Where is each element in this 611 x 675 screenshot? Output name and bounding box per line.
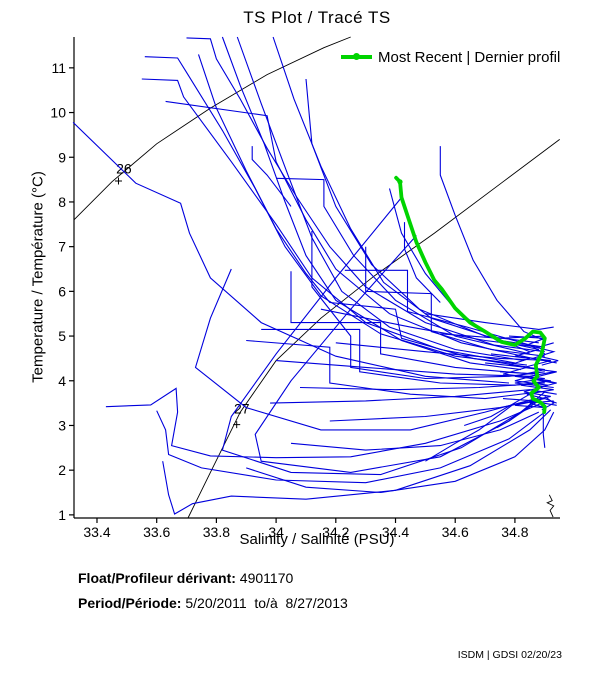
watermark-text: ISDM | GDSI 02/20/23 (457, 649, 562, 661)
float-id-value: 4901170 (235, 570, 294, 586)
isopycnal-contour-label: 27 (234, 400, 250, 416)
period-label: Period/Période: (78, 595, 182, 611)
x-tick-label: 34 (268, 524, 284, 540)
ts-profile-line (251, 146, 292, 207)
isopycnal-contour-line (73, 36, 351, 221)
ts-profile-line (197, 54, 530, 368)
ts-profile-line (496, 398, 540, 429)
plot-title: TS Plot / Tracé TS (243, 8, 391, 27)
ts-profile-line (365, 246, 545, 357)
legend-marker-dot (353, 53, 360, 60)
x-tick-label: 33.4 (83, 524, 110, 540)
legend-line-sample (341, 53, 372, 60)
ts-profile-line (272, 36, 545, 348)
legend-label: Most Recent | Dernier profil (378, 48, 561, 66)
ts-profile-line (156, 410, 546, 484)
ts-profile-line (246, 411, 555, 494)
y-tick-label: 10 (50, 105, 66, 121)
ts-profile-line (425, 402, 516, 462)
ts-profile-line (194, 268, 536, 431)
x-tick-label: 33.8 (203, 524, 230, 540)
contour-label-marker (233, 421, 241, 429)
ts-profile-line (535, 377, 557, 389)
ts-profile-line (254, 235, 543, 473)
ts-profile-line (141, 78, 515, 364)
ts-profile-line (290, 411, 540, 451)
contour-label-marker (114, 177, 122, 185)
ts-profile-line (439, 146, 546, 342)
ts-profile-line (311, 231, 545, 380)
most-recent-start-marker (397, 179, 403, 185)
x-tick-label: 34.4 (382, 524, 409, 540)
ts-profile-line (542, 405, 546, 448)
ts-profile-line (305, 78, 539, 344)
y-tick-label: 3 (58, 417, 66, 433)
x-tick-label: 34.2 (322, 524, 349, 540)
ts-profile-line (403, 222, 441, 303)
y-tick-label: 11 (51, 60, 66, 76)
ts-profile-line (186, 37, 545, 353)
float-id-line: Float/Profileur dérivant: 4901170 (78, 570, 293, 586)
period-value: 5/20/2011 to/à 8/27/2013 (181, 595, 348, 611)
ts-profile-line (221, 197, 546, 476)
float-id-label: Float/Profileur dérivant: (78, 570, 236, 586)
y-tick-label: 2 (58, 462, 66, 478)
legend: Most Recent | Dernier profil (341, 48, 561, 66)
y-tick-label: 8 (58, 194, 66, 210)
period-line: Period/Période: 5/20/2011 to/à 8/27/2013 (78, 595, 348, 611)
ts-profile-line (162, 409, 552, 515)
x-tick-label: 34.6 (442, 524, 469, 540)
y-tick-label: 5 (58, 328, 66, 344)
x-tick-label: 33.6 (143, 524, 170, 540)
ts-profile-line (270, 389, 557, 404)
y-tick-label: 1 (58, 507, 66, 523)
y-tick-label: 6 (58, 283, 66, 299)
y-tick-label: 9 (58, 149, 66, 165)
isopycnal-contour-label: 26 (116, 160, 132, 176)
contour-fragment (546, 494, 555, 518)
ts-profile-line (165, 100, 533, 359)
ts-profile-line (464, 393, 531, 427)
ts-profile-line (290, 271, 533, 375)
y-tick-label: 7 (58, 239, 66, 255)
ts-profile-line (538, 355, 559, 366)
ts-profile-line (144, 56, 527, 366)
ts-profile-line (329, 398, 557, 422)
ts-profile-line (299, 382, 545, 391)
isopycnal-contour-line (187, 139, 560, 519)
y-tick-label: 4 (58, 373, 66, 389)
most-recent-profile-line (394, 175, 547, 415)
y-axis-label: Temperature / Température (°C) (29, 171, 47, 383)
x-axis-label: Salinity / Salinité (PSU) (239, 531, 395, 548)
ts-profile-line (105, 387, 543, 459)
x-tick-label: 34.8 (501, 524, 528, 540)
ts-profile-line (425, 313, 554, 330)
ts-profile-line (485, 362, 554, 389)
ts-profile-line (221, 36, 521, 371)
